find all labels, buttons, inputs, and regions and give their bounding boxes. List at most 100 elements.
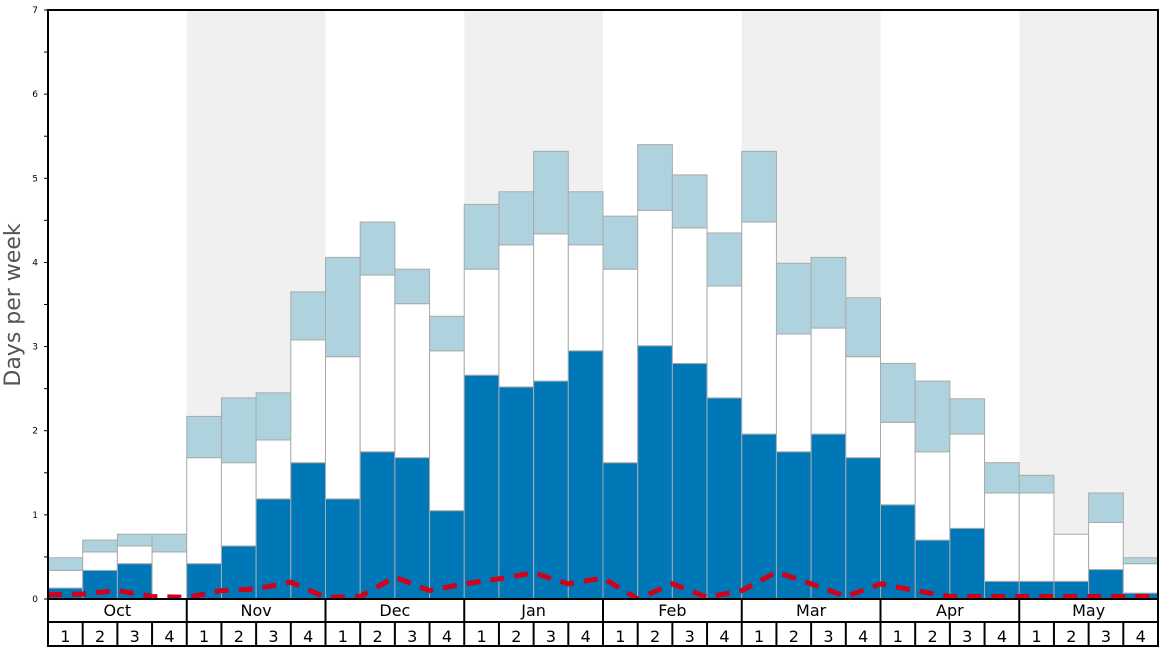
week-label: 3	[823, 627, 833, 646]
week-label: 4	[581, 627, 591, 646]
bar-segment	[394, 457, 431, 600]
bar-segment	[429, 315, 465, 352]
y-tick-label: 0	[32, 595, 38, 605]
bar-segment	[914, 380, 951, 453]
week-label: 3	[685, 627, 695, 646]
week-label: 4	[164, 627, 174, 646]
bar-segment	[775, 262, 812, 335]
bar-segment	[1088, 492, 1124, 523]
week-label: 3	[1101, 627, 1111, 646]
bar-segment	[255, 439, 292, 500]
bar-segment	[1122, 563, 1159, 594]
bar-segment	[706, 232, 743, 287]
bar-segment	[741, 433, 777, 600]
bar-segment	[949, 433, 986, 529]
bar-segment	[498, 244, 535, 388]
bar-segment	[429, 350, 465, 512]
bar-segment	[359, 274, 396, 453]
bar-segment	[775, 333, 812, 453]
bar-segment	[220, 397, 257, 464]
week-label: 1	[615, 627, 625, 646]
month-label: Jan	[520, 601, 546, 620]
bar-segment	[498, 386, 535, 600]
bar-segment	[394, 268, 431, 305]
bar-segment	[359, 221, 396, 276]
week-label: 2	[1066, 627, 1076, 646]
bar-segment	[741, 221, 777, 435]
bars	[47, 144, 1159, 600]
bar-segment	[325, 256, 361, 358]
week-label: 4	[719, 627, 729, 646]
week-label: 3	[268, 627, 278, 646]
bar-segment	[810, 327, 847, 435]
bar-segment	[1122, 557, 1159, 565]
bar-segment	[47, 569, 84, 589]
bar-segment	[845, 356, 881, 459]
trend-line	[47, 569, 1158, 602]
bar-segment	[498, 191, 535, 246]
month-label: Apr	[936, 601, 964, 620]
week-label: 4	[442, 627, 452, 646]
bar-segment	[845, 297, 881, 358]
bar-segment	[602, 268, 639, 464]
week-label: 1	[1032, 627, 1042, 646]
bar-segment	[567, 244, 604, 352]
week-label: 3	[130, 627, 140, 646]
bar-segment	[671, 362, 708, 600]
bar-segment	[463, 203, 500, 270]
bar-segment	[1088, 521, 1124, 571]
bar-segment	[671, 227, 708, 364]
week-label: 1	[199, 627, 209, 646]
bar-segment	[671, 174, 708, 229]
week-label: 4	[858, 627, 868, 646]
week-label: 4	[1136, 627, 1146, 646]
bar-segment	[290, 462, 326, 600]
month-label: Mar	[796, 601, 827, 620]
y-tick-label: 6	[32, 90, 38, 100]
bar-segment	[1018, 474, 1055, 494]
bar-segment	[220, 462, 257, 547]
bar-segment	[880, 421, 916, 506]
month-label: Feb	[658, 601, 686, 620]
bar-segment	[984, 492, 1020, 582]
bar-segment	[116, 545, 153, 565]
week-label: 4	[997, 627, 1007, 646]
bar-segment	[394, 303, 431, 459]
bar-segment	[914, 451, 951, 541]
week-label: 1	[754, 627, 764, 646]
bar-segment	[186, 415, 222, 459]
bar-segment	[602, 215, 639, 270]
week-label: 2	[789, 627, 799, 646]
bar-segment	[325, 356, 361, 500]
week-label: 3	[407, 627, 417, 646]
bar-segment	[82, 551, 118, 571]
week-label: 2	[927, 627, 937, 646]
bar-segment	[325, 498, 361, 600]
bar-segment	[637, 209, 673, 347]
bar-segment	[1053, 533, 1090, 582]
bar-segment	[533, 380, 569, 600]
bar-segment	[984, 462, 1020, 494]
bar-segment	[567, 350, 604, 600]
bar-segment	[463, 268, 500, 376]
bar-segment	[706, 397, 743, 600]
week-label: 2	[511, 627, 521, 646]
y-tick-label: 1	[32, 511, 38, 521]
bar-segment	[1018, 492, 1055, 582]
bar-segment	[186, 457, 222, 565]
bar-segment	[949, 527, 986, 600]
month-label: Nov	[241, 601, 272, 620]
month-label: Dec	[379, 601, 410, 620]
bar-segment	[845, 457, 881, 600]
y-tick-label: 7	[32, 6, 38, 16]
y-tick-label: 2	[32, 427, 38, 437]
bar-segment	[151, 551, 188, 600]
bar-segment	[359, 451, 396, 600]
week-label: 2	[234, 627, 244, 646]
bar-segment	[533, 233, 569, 382]
month-label: May	[1072, 601, 1105, 620]
bar-segment	[706, 285, 743, 399]
week-label: 1	[477, 627, 487, 646]
bar-segment	[567, 191, 604, 246]
bar-segment	[82, 539, 118, 553]
